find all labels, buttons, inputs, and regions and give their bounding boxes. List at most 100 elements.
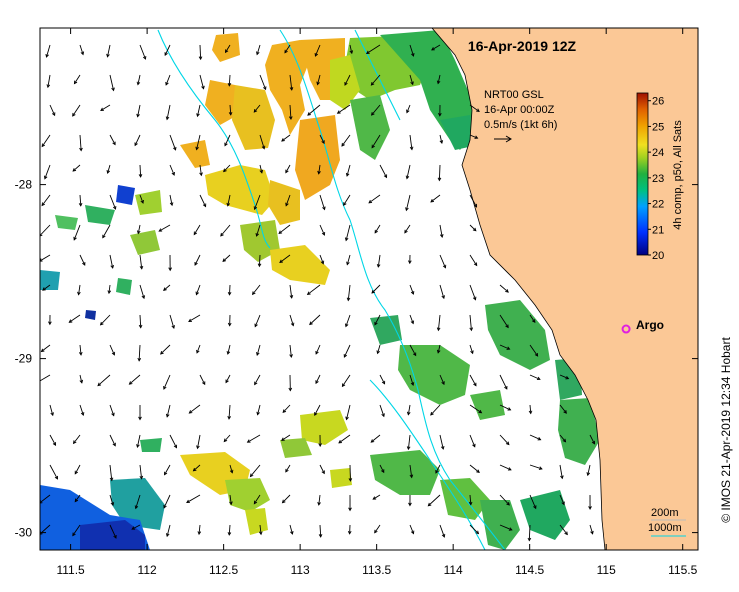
current-vector [345, 224, 351, 241]
current-vector [343, 194, 351, 206]
current-vector-head [226, 350, 231, 355]
current-vector-head [220, 232, 224, 237]
current-vector [229, 494, 232, 505]
current-vector [139, 194, 144, 204]
current-vector [342, 374, 351, 387]
isobath-west [157, 29, 271, 249]
current-vector-head [427, 502, 432, 507]
current-vector [439, 374, 445, 385]
current-vector [193, 464, 201, 472]
current-vector-head [254, 323, 258, 328]
current-vector-head [196, 445, 200, 450]
current-vector [289, 344, 292, 358]
current-vector [559, 524, 568, 535]
lat-tick-label: -29 [15, 352, 33, 366]
current-vector [69, 314, 81, 323]
current-vector [253, 104, 261, 113]
current-vector [44, 164, 51, 179]
current-vector-head [473, 382, 477, 387]
current-vectors [40, 44, 596, 542]
current-vector [409, 44, 414, 57]
current-vector [430, 194, 441, 203]
current-vector [259, 134, 265, 149]
current-vector [439, 524, 445, 538]
colorbar-tick-label: 21 [652, 224, 664, 236]
current-vector [379, 404, 385, 417]
credit-text: © IMOS 21-Apr-2019 12:34 Hobart [719, 337, 733, 523]
current-vector [79, 404, 84, 416]
current-vector-head [344, 323, 349, 328]
current-vector [469, 344, 474, 354]
current-vector [134, 134, 141, 146]
current-vector [165, 74, 171, 86]
current-vector-head [338, 439, 343, 444]
current-vector [469, 194, 477, 208]
current-vector-head [142, 55, 147, 60]
current-vector [186, 494, 201, 503]
current-vector [529, 494, 537, 509]
current-vector [40, 254, 51, 262]
current-vector-head [165, 413, 170, 418]
current-vector-head [318, 443, 322, 448]
current-vector-head [348, 478, 353, 482]
current-vector-head [227, 82, 232, 87]
current-vector-head [474, 135, 479, 139]
current-vector-head [374, 229, 378, 234]
current-vector-head [253, 500, 258, 505]
current-vector [188, 314, 201, 322]
current-vector-head [507, 407, 512, 411]
current-vector-head [80, 412, 85, 416]
current-vector [349, 44, 353, 54]
colorbar-tick-label: 26 [652, 96, 664, 108]
current-vector-head [563, 410, 567, 414]
current-vector-head [345, 172, 350, 177]
current-vector-head [374, 321, 378, 326]
current-vector [247, 434, 261, 443]
current-vector [259, 524, 262, 535]
current-vector-head [40, 348, 45, 353]
current-vector [439, 134, 443, 144]
current-vector [409, 284, 414, 295]
current-vector [285, 194, 291, 206]
current-vector-head [139, 265, 144, 270]
current-vector [49, 404, 54, 416]
current-vector [222, 254, 231, 262]
current-vector [195, 284, 201, 295]
current-vector-head [437, 177, 442, 182]
current-vector [137, 104, 141, 117]
current-vector [379, 374, 385, 385]
current-vector [139, 164, 142, 177]
current-vector-head [381, 469, 385, 474]
current-vector [253, 494, 261, 504]
current-vector [196, 344, 201, 354]
current-vector-head [73, 80, 78, 85]
current-vector-head [472, 296, 477, 301]
current-vector [347, 284, 351, 301]
current-vector-head [43, 175, 48, 180]
land-mass [431, 28, 698, 550]
current-vector-head [341, 142, 345, 147]
current-vector-head [229, 501, 233, 506]
current-vector [72, 104, 81, 117]
current-vector [409, 314, 414, 324]
current-vector [46, 44, 51, 58]
current-vector [307, 104, 321, 116]
current-vector [199, 164, 202, 176]
lat-tick-label: -30 [15, 526, 33, 540]
current-vector-head [306, 291, 311, 296]
current-vector-head [171, 325, 175, 330]
current-vector-head [197, 531, 202, 536]
current-vector [317, 74, 321, 85]
current-vector [163, 494, 171, 509]
current-vector [469, 464, 480, 473]
current-source: NRT00 GSL [484, 89, 544, 101]
current-vector [319, 134, 325, 144]
current-vector-head [193, 231, 198, 236]
current-vector-head [112, 205, 117, 210]
current-vector-head [531, 319, 536, 323]
current-vector-head [226, 202, 231, 207]
current-vector [100, 314, 111, 326]
current-vector [79, 374, 83, 383]
current-vector-head [374, 529, 378, 534]
current-vector-head [258, 531, 263, 536]
